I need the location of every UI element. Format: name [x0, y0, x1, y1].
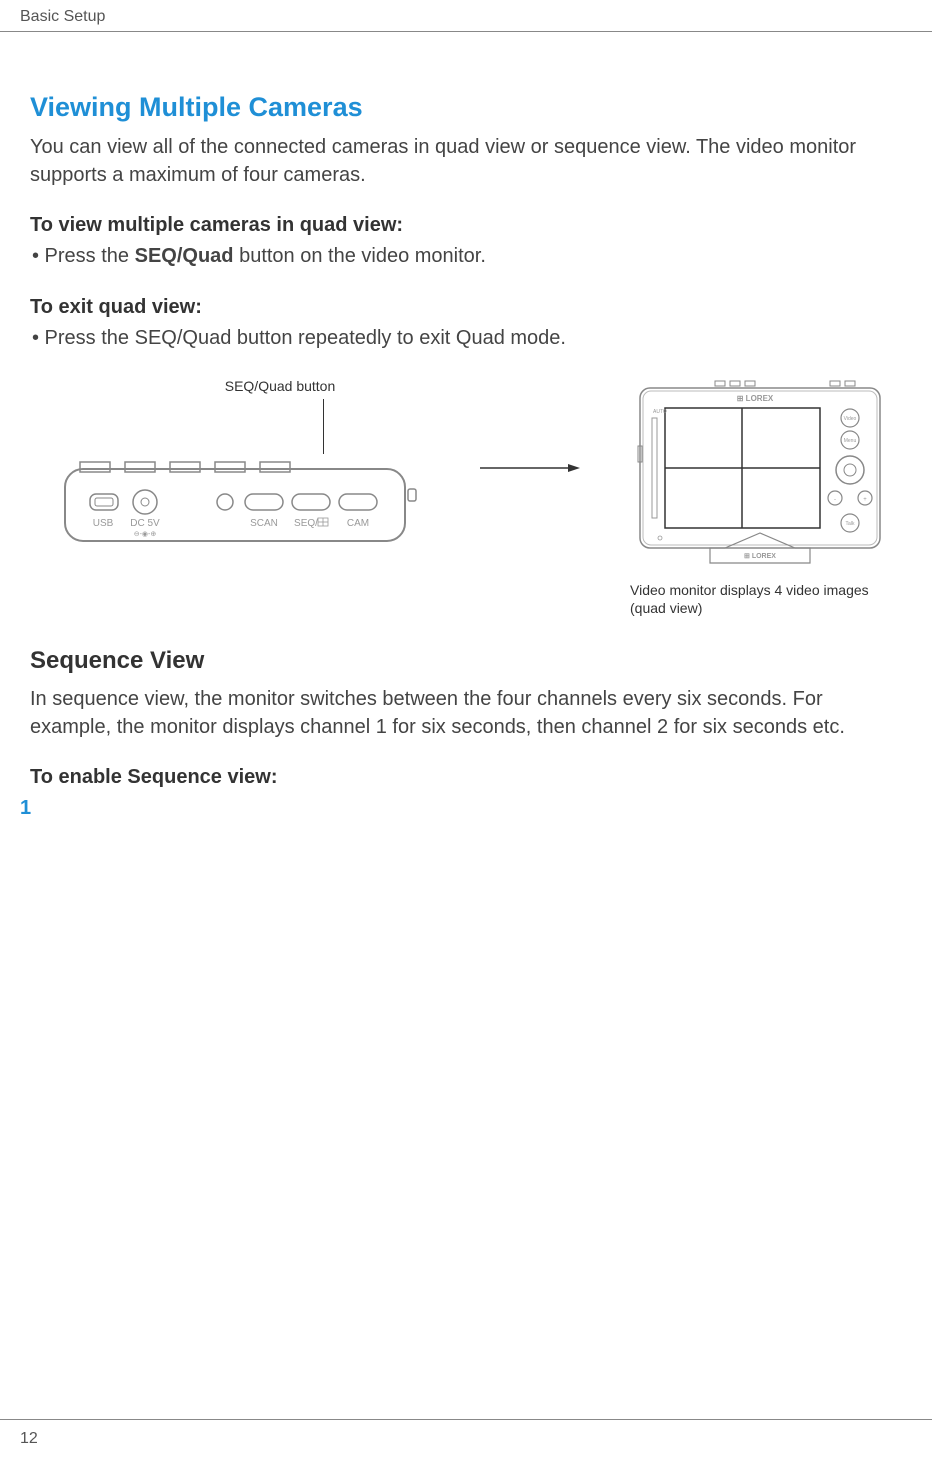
lorex-bottom-label: ⊞ LOREX — [744, 553, 776, 560]
video-label: Video — [844, 416, 857, 422]
bullet-prefix: • Press the — [32, 245, 135, 267]
bullet-suffix: button on the video monitor. — [234, 245, 486, 267]
monitor-illustration: ⊞ LOREX AUTO Video Menu - — [630, 378, 890, 568]
seq-button-label: SEQ/Quad button — [130, 378, 430, 394]
arrow-icon — [480, 463, 580, 473]
polarity-label: ⊖-◉-⊕ — [134, 531, 157, 538]
bullet-bold: SEQ/Quad — [135, 245, 234, 267]
dc5v-label: DC 5V — [130, 518, 160, 529]
quad-view-heading: To view multiple cameras in quad view: — [30, 214, 902, 237]
seq-label: SEQ/ — [294, 518, 318, 529]
header-title: Basic Setup — [20, 8, 105, 25]
lorex-top-label: ⊞ LOREX — [737, 394, 774, 403]
exit-heading: To exit quad view: — [30, 296, 902, 319]
diagram-left: SEQ/Quad button USB DC 5V ⊖-◉-⊕ SCAN — [30, 378, 430, 554]
intro-text: You can view all of the connected camera… — [30, 133, 902, 189]
page-header: Basic Setup — [0, 0, 932, 32]
monitor-caption: Video monitor displays 4 video images (q… — [630, 581, 890, 617]
cam-label: CAM — [347, 518, 369, 529]
talk-label: Talk — [846, 521, 855, 527]
minus-label: - — [834, 497, 836, 503]
plus-label: + — [863, 497, 867, 503]
content-area: Viewing Multiple Cameras You can view al… — [0, 32, 932, 820]
device-bottom-illustration: USB DC 5V ⊖-◉-⊕ SCAN SEQ/ CAM — [30, 454, 430, 549]
page-number: 12 — [20, 1430, 38, 1447]
menu-label: Menu — [844, 438, 857, 444]
auto-label: AUTO — [653, 409, 667, 415]
diagram-area: SEQ/Quad button USB DC 5V ⊖-◉-⊕ SCAN — [30, 378, 902, 617]
sequence-title: Sequence View — [30, 647, 902, 675]
scan-label: SCAN — [250, 518, 278, 529]
page-footer: 12 — [0, 1419, 932, 1458]
sequence-heading: To enable Sequence view: — [30, 766, 902, 789]
quad-view-bullet: • Press the SEQ/Quad button on the video… — [32, 245, 902, 268]
step-1-marker: 1 — [20, 797, 902, 820]
section-title: Viewing Multiple Cameras — [30, 92, 902, 123]
usb-label: USB — [93, 518, 114, 529]
caption-line2: (quad view) — [630, 600, 702, 616]
sequence-body: In sequence view, the monitor switches b… — [30, 685, 902, 741]
exit-bullet: • Press the SEQ/Quad button repeatedly t… — [32, 327, 902, 350]
diagram-right: ⊞ LOREX AUTO Video Menu - — [630, 378, 890, 617]
caption-line1: Video monitor displays 4 video images — [630, 582, 869, 598]
pointer-line — [323, 399, 324, 454]
